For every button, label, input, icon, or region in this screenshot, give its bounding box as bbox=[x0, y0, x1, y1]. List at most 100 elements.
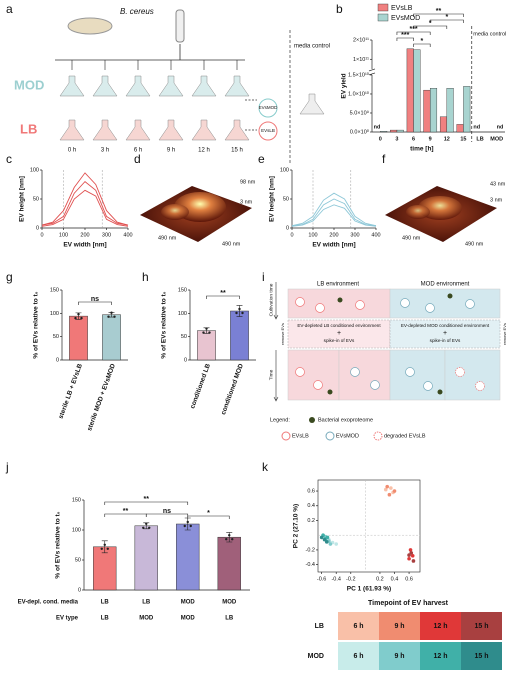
dot bbox=[110, 311, 113, 314]
heatmap-cell bbox=[379, 642, 420, 670]
bar bbox=[176, 523, 200, 591]
dot bbox=[74, 316, 77, 320]
x-tick-label: 400 bbox=[371, 232, 380, 238]
flask bbox=[59, 75, 85, 97]
box-text: EV-depleted MOD conditioned environment bbox=[401, 323, 490, 328]
ev-icon bbox=[400, 298, 410, 308]
heatmap-cell bbox=[338, 612, 379, 640]
row-label: EV-depl. cond. media bbox=[18, 600, 79, 606]
y-tick-label: 0.4 bbox=[307, 503, 315, 509]
axis-text: Time bbox=[268, 369, 274, 380]
significance-bracket bbox=[396, 31, 431, 35]
afm-peak bbox=[161, 204, 189, 220]
afm-label: 490 nm bbox=[465, 241, 484, 247]
afm-label: 490 nm bbox=[158, 235, 177, 241]
cell-label: 6 h bbox=[353, 623, 363, 630]
significance-label: ** bbox=[436, 8, 442, 15]
ev-icon bbox=[355, 300, 365, 310]
ev-icon bbox=[405, 367, 415, 377]
profile-line bbox=[41, 172, 129, 226]
ev-icon bbox=[425, 303, 435, 313]
dot bbox=[107, 315, 110, 318]
dot bbox=[238, 307, 241, 311]
ev-circle bbox=[258, 98, 278, 118]
significance-bracket bbox=[145, 513, 189, 517]
bar bbox=[429, 88, 438, 133]
y-tick-label: 100 bbox=[280, 167, 289, 173]
legend-text: Bacterial exoproteome bbox=[318, 417, 373, 423]
legend-text: EVsLB bbox=[391, 5, 413, 12]
ev-icon bbox=[465, 299, 475, 309]
heatmap-cell bbox=[461, 612, 502, 640]
flask bbox=[224, 119, 250, 141]
profile-line bbox=[41, 180, 129, 226]
dot bbox=[205, 327, 208, 330]
ev-icon bbox=[370, 380, 380, 390]
dot bbox=[142, 526, 145, 529]
panel-label: j bbox=[5, 460, 9, 474]
afm-label: 3 nm bbox=[240, 199, 253, 205]
flask bbox=[191, 75, 217, 97]
x-tick-label: 12 bbox=[444, 136, 450, 142]
bar bbox=[93, 546, 117, 591]
significance-bracket bbox=[78, 301, 112, 305]
x-tick-label: 100 bbox=[59, 232, 68, 238]
row-value: MOD bbox=[139, 616, 154, 622]
timepoint: 9 h bbox=[167, 148, 175, 154]
y-axis-label: % of EVs relative to t₀ bbox=[55, 511, 62, 578]
significance-bracket bbox=[429, 19, 464, 23]
dot bbox=[241, 311, 244, 315]
dot bbox=[208, 331, 211, 334]
ev-label: EVsMOD bbox=[259, 105, 279, 110]
row-value: MOD bbox=[181, 616, 196, 622]
bar bbox=[396, 129, 404, 133]
dot bbox=[148, 526, 151, 529]
x-tick-label: 3 bbox=[395, 136, 398, 142]
legend-swatch bbox=[377, 13, 389, 22]
y-axis-label: PC 2 (27.10 %) bbox=[293, 504, 300, 548]
timepoint: 6 h bbox=[134, 148, 142, 154]
axis-text: Cultivation time bbox=[268, 283, 274, 316]
x-axis-label: EV width [nm] bbox=[63, 242, 106, 249]
point bbox=[334, 542, 339, 546]
dot bbox=[202, 331, 205, 334]
env-box bbox=[287, 288, 391, 319]
flask bbox=[92, 119, 118, 141]
legend-symbol bbox=[373, 431, 383, 441]
dot bbox=[100, 547, 103, 550]
ev-icon bbox=[475, 381, 485, 391]
panel-label: e bbox=[258, 152, 265, 166]
flask bbox=[92, 75, 118, 97]
cell-label: 15 h bbox=[474, 653, 488, 660]
x-tick-label: 0 bbox=[40, 232, 43, 238]
bar bbox=[456, 124, 464, 133]
panel-label: c bbox=[6, 152, 12, 166]
cell-label: 12 h bbox=[433, 653, 447, 660]
point bbox=[408, 548, 413, 552]
y-tick-label: 0 bbox=[184, 357, 187, 363]
value-label: nd bbox=[374, 124, 381, 130]
env-box bbox=[338, 349, 391, 401]
point bbox=[319, 535, 324, 540]
x-tick-label: 100 bbox=[308, 232, 317, 238]
env-header: MOD environment bbox=[421, 282, 470, 288]
row-value: LB bbox=[101, 616, 110, 622]
y-tick-label: 100 bbox=[72, 527, 81, 533]
plot-frame bbox=[317, 479, 421, 573]
bar bbox=[230, 310, 249, 361]
y-tick-label: -0.4 bbox=[306, 562, 315, 568]
y-tick-label: 2×10¹¹ bbox=[353, 37, 369, 43]
row-value: LB bbox=[225, 616, 234, 622]
bar bbox=[413, 49, 421, 133]
ev-icon bbox=[455, 367, 465, 377]
cell-label: 15 h bbox=[474, 623, 488, 630]
exoproteome-icon bbox=[337, 297, 343, 303]
y-tick-label: 0 bbox=[56, 357, 59, 363]
y-tick-label: 0.2 bbox=[307, 518, 315, 524]
point bbox=[322, 537, 327, 542]
x-tick-label: 0 bbox=[290, 232, 293, 238]
x-tick-label: 0.6 bbox=[405, 576, 413, 582]
dot bbox=[186, 520, 189, 524]
significance-label: ** bbox=[220, 290, 226, 297]
dot bbox=[228, 534, 231, 537]
